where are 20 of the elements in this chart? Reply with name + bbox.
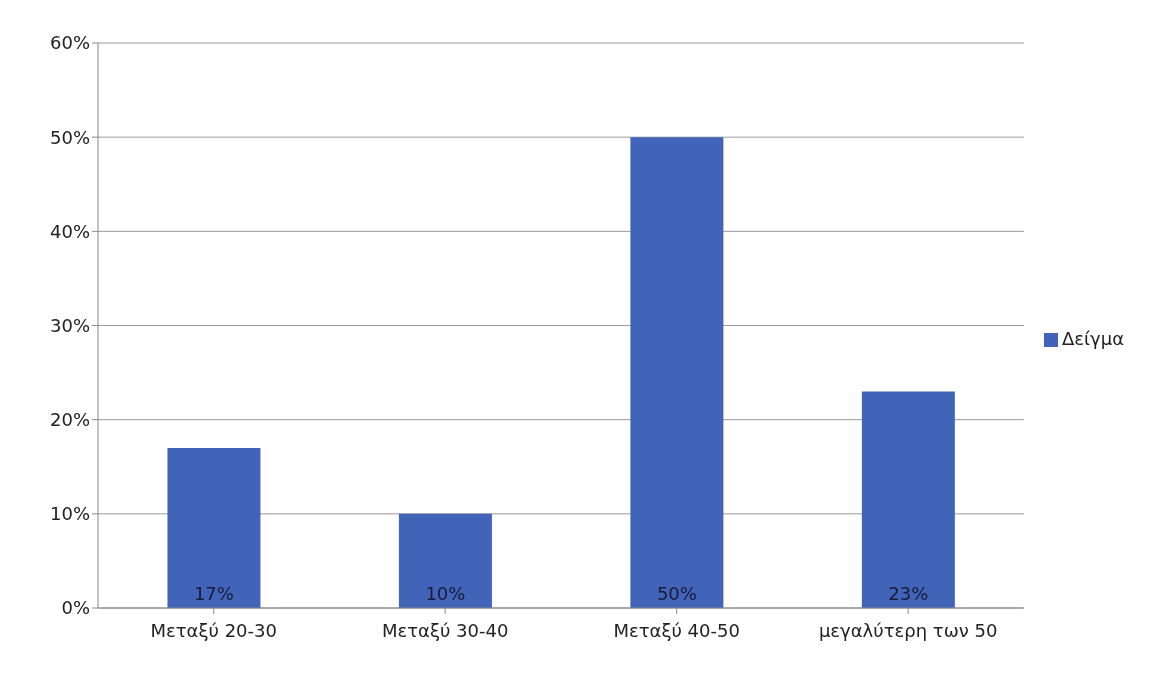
- legend-label: Δείγμα: [1061, 327, 1124, 349]
- y-tick-label: 60%: [49, 32, 90, 54]
- y-tick-label: 20%: [49, 409, 90, 431]
- y-tick-label: 0%: [61, 597, 90, 619]
- y-tick-label: 50%: [49, 126, 90, 148]
- x-tick-label: Μεταξύ 40-50: [613, 619, 740, 641]
- y-tick-label: 10%: [49, 503, 90, 525]
- data-label: 10%: [425, 583, 466, 604]
- bar: [167, 447, 261, 608]
- x-tick-label: Μεταξύ 30-40: [381, 619, 509, 641]
- x-tick-label: μεγαλύτερη των 50: [818, 619, 998, 641]
- bar: [398, 513, 492, 608]
- y-tick-label: 40%: [49, 220, 90, 242]
- x-tick-label: Μεταξύ 20-30: [150, 619, 277, 641]
- data-label: 17%: [193, 583, 234, 604]
- data-label: 50%: [656, 583, 697, 604]
- bar: [630, 137, 724, 608]
- bar: [861, 391, 955, 608]
- data-label: 23%: [888, 583, 929, 604]
- y-tick-label: 30%: [49, 314, 90, 336]
